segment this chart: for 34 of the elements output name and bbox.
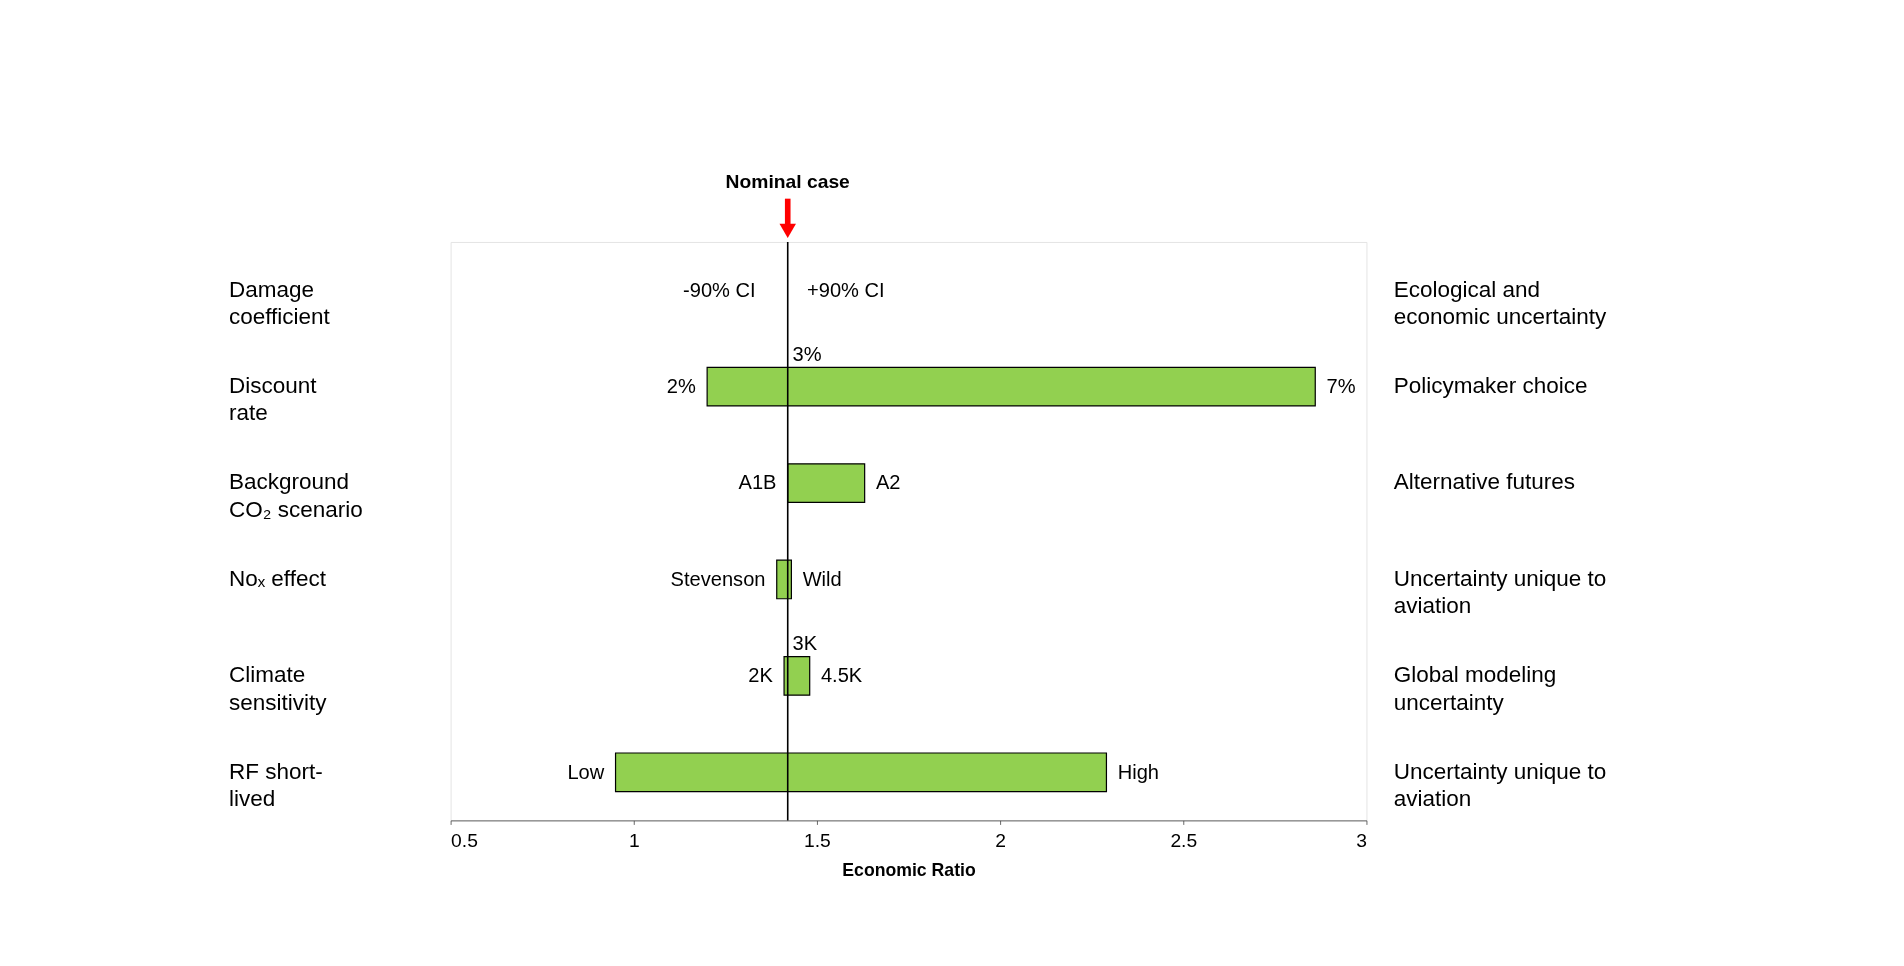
text: Uncertainty unique to aviation bbox=[1393, 758, 1607, 812]
x-tick-label: 1 bbox=[628, 829, 640, 851]
x-tick-label: 0.5 bbox=[451, 829, 478, 851]
y-tick-label: Background CO₂ scenario bbox=[228, 469, 363, 522]
ref-line-label: Nominal case bbox=[725, 171, 851, 193]
annotation: 2% bbox=[666, 375, 697, 398]
annotation: High bbox=[1117, 760, 1159, 783]
text: Alternative futures bbox=[1393, 469, 1576, 495]
x-tick-label: 2 bbox=[995, 829, 1006, 851]
annotation: 4.5K bbox=[820, 664, 863, 687]
annotation: 7% bbox=[1326, 375, 1356, 398]
y-tick-label: Damage coefficient bbox=[228, 276, 331, 329]
x-tick-label: 2.5 bbox=[1170, 829, 1198, 851]
annotation: Low bbox=[567, 760, 605, 783]
annotation: +90% CI bbox=[807, 278, 885, 301]
text: Ecological and economic uncertainty bbox=[1393, 276, 1608, 329]
annotation: Stevenson bbox=[670, 567, 766, 590]
annotation: -90% CI bbox=[683, 278, 756, 301]
annotation: 3K bbox=[792, 632, 818, 655]
y-tick-label: RF short-lived bbox=[228, 758, 323, 812]
annotation: Wild bbox=[802, 567, 842, 590]
text: Global modeling uncertainty bbox=[1393, 662, 1557, 715]
annotation: 3% bbox=[792, 342, 822, 365]
y-tick-label: Discount rate bbox=[228, 373, 318, 426]
text: Uncertainty unique to aviation bbox=[1393, 565, 1607, 619]
text: Policymaker choice bbox=[1393, 373, 1588, 399]
annotation: A2 bbox=[875, 471, 901, 494]
x-tick-label: 3 bbox=[1356, 829, 1367, 851]
annotation: A1B bbox=[738, 471, 777, 494]
y-tick-label: Climate sensitivity bbox=[228, 662, 328, 715]
annotation: 2K bbox=[748, 664, 774, 687]
x-tick-label: 1.5 bbox=[804, 829, 831, 851]
y-tick-label: Noₓ effect bbox=[228, 565, 327, 591]
x-axis-title: Economic Ratio bbox=[842, 859, 976, 880]
